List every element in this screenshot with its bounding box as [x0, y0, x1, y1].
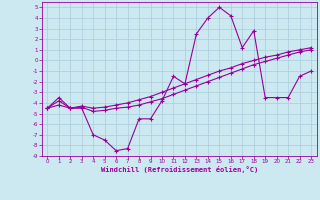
X-axis label: Windchill (Refroidissement éolien,°C): Windchill (Refroidissement éolien,°C): [100, 166, 258, 173]
